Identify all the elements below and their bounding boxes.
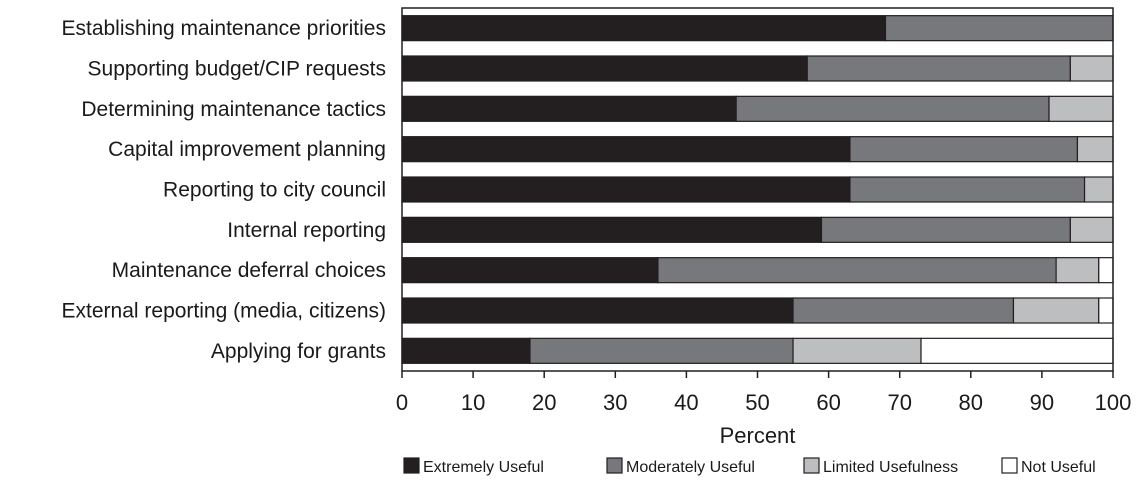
bar-segment-moderately-useful (849, 176, 1086, 203)
bar-segment-extremely-useful (401, 136, 851, 163)
bar-segment-not-useful (920, 337, 1114, 364)
bar-segment-moderately-useful (657, 257, 1057, 284)
bars-layer (401, 15, 1114, 364)
x-tick-label: 70 (887, 390, 911, 415)
category-label: Establishing maintenance priorities (61, 17, 386, 40)
legend-swatch (803, 457, 820, 474)
bar-segment-limited-usefulness (1076, 136, 1114, 163)
category-label: Supporting budget/CIP requests (88, 58, 386, 81)
x-tick-label: 50 (745, 390, 769, 415)
x-tick-label: 20 (532, 390, 556, 415)
category-label: Reporting to city council (163, 179, 386, 202)
bar-row (401, 15, 1114, 42)
legend: Extremely Useful Moderately Useful Limited… (403, 457, 1096, 476)
category-label: Maintenance deferral choices (112, 259, 386, 282)
legend-label: Moderately Useful (626, 459, 755, 476)
bar-segment-extremely-useful (401, 257, 659, 284)
bar-segment-moderately-useful (735, 95, 1050, 122)
category-labels: Establishing maintenance priorities Suppo… (61, 17, 386, 363)
bar-segment-not-useful (1098, 257, 1114, 284)
x-tick-label: 90 (1030, 390, 1054, 415)
category-label: Internal reporting (227, 219, 386, 242)
legend-item: Extremely Useful (403, 457, 544, 476)
category-label: External reporting (media, citizens) (62, 300, 386, 323)
bar-segment-extremely-useful (401, 95, 737, 122)
bar-segment-extremely-useful (401, 297, 794, 324)
bar-segment-moderately-useful (529, 337, 794, 364)
x-axis-title: Percent (720, 423, 796, 448)
legend-swatch (403, 457, 420, 474)
bar-segment-moderately-useful (820, 216, 1071, 243)
bar-row (401, 297, 1114, 324)
bar-row (401, 257, 1114, 284)
bar-segment-limited-usefulness (1012, 297, 1100, 324)
bar-segment-extremely-useful (401, 15, 887, 42)
legend-label: Extremely Useful (423, 459, 544, 476)
x-tick-label: 60 (816, 390, 840, 415)
bar-row (401, 176, 1114, 203)
bar-segment-moderately-useful (806, 55, 1071, 82)
x-tick-label: 40 (674, 390, 698, 415)
legend-item: Not Useful (1001, 457, 1096, 476)
bar-segment-moderately-useful (792, 297, 1015, 324)
x-tick-label: 30 (603, 390, 627, 415)
bar-row (401, 95, 1114, 122)
x-tick-label: 0 (396, 390, 408, 415)
legend-swatch (1001, 457, 1018, 474)
bar-segment-moderately-useful (884, 15, 1114, 42)
bar-row (401, 337, 1114, 364)
x-tick-label: 80 (959, 390, 983, 415)
bar-segment-limited-usefulness (1055, 257, 1100, 284)
x-axis: 0 10 20 30 40 50 60 70 80 90 100 (396, 371, 1131, 415)
bar-segment-limited-usefulness (1048, 95, 1114, 122)
bar-segment-limited-usefulness (1083, 176, 1114, 203)
bar-segment-extremely-useful (401, 176, 851, 203)
bar-segment-not-useful (1098, 297, 1114, 324)
legend-swatch (606, 457, 623, 474)
bar-segment-extremely-useful (401, 216, 823, 243)
legend-item: Limited Usefulness (803, 457, 958, 476)
bar-segment-extremely-useful (401, 337, 531, 364)
x-tick-label: 100 (1095, 390, 1132, 415)
x-tick-label: 10 (461, 390, 485, 415)
legend-label: Not Useful (1021, 459, 1096, 476)
bar-segment-limited-usefulness (1069, 55, 1114, 82)
legend-label: Limited Usefulness (823, 459, 958, 476)
category-label: Capital improvement planning (108, 138, 386, 161)
bar-row (401, 216, 1114, 243)
bar-segment-moderately-useful (849, 136, 1079, 163)
bar-segment-limited-usefulness (1069, 216, 1114, 243)
bar-row (401, 136, 1114, 163)
bar-row (401, 55, 1114, 82)
bar-segment-extremely-useful (401, 55, 808, 82)
category-label: Applying for grants (211, 340, 386, 363)
legend-item: Moderately Useful (606, 457, 755, 476)
bar-segment-limited-usefulness (792, 337, 922, 364)
category-label: Determining maintenance tactics (81, 98, 386, 121)
